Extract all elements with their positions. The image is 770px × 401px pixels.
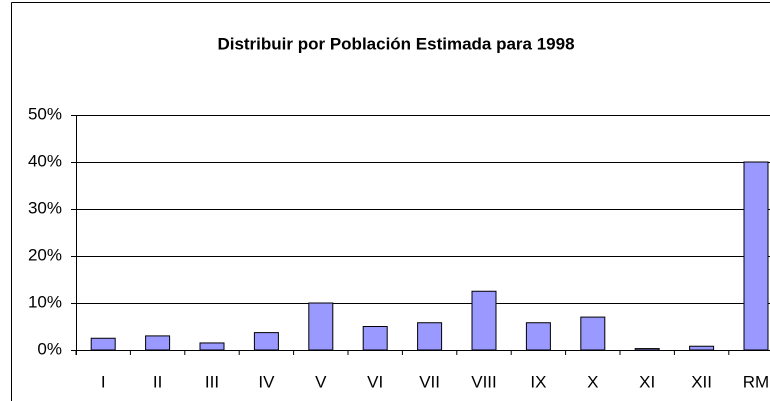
y-tick-label: 10% [28,292,62,311]
x-tick-label: X [587,372,598,391]
chart-title: Distribuir por Población Estimada para 1… [217,34,574,53]
bar [253,332,279,351]
x-tick-label: VII [419,372,440,391]
x-tick-label: XII [691,372,712,391]
x-tick-label: III [205,372,219,391]
bar [743,161,769,351]
bar [362,326,388,351]
x-tick-label: II [153,372,162,391]
x-tick-label: VIII [471,372,497,391]
x-tick-label: IX [530,372,546,391]
y-tick-label: 40% [28,151,62,170]
x-tick-label: VI [367,372,383,391]
bar [525,322,551,351]
bar [634,348,660,351]
x-tick-label: I [101,372,106,391]
bar [471,290,497,351]
bar [145,335,171,351]
bar [199,342,225,351]
y-tick-label: 0% [37,339,62,358]
bar [417,322,443,351]
bar [308,302,334,351]
x-tick-label: XI [639,372,655,391]
y-tick-label: 20% [28,245,62,264]
x-tick-label: V [315,372,327,391]
bar [580,316,606,351]
bar [90,337,116,351]
x-tick-label: RM [743,372,769,391]
x-tick-label: IV [258,372,275,391]
y-tick-label: 50% [28,104,62,123]
bar [689,345,715,351]
y-tick-label: 30% [28,198,62,217]
